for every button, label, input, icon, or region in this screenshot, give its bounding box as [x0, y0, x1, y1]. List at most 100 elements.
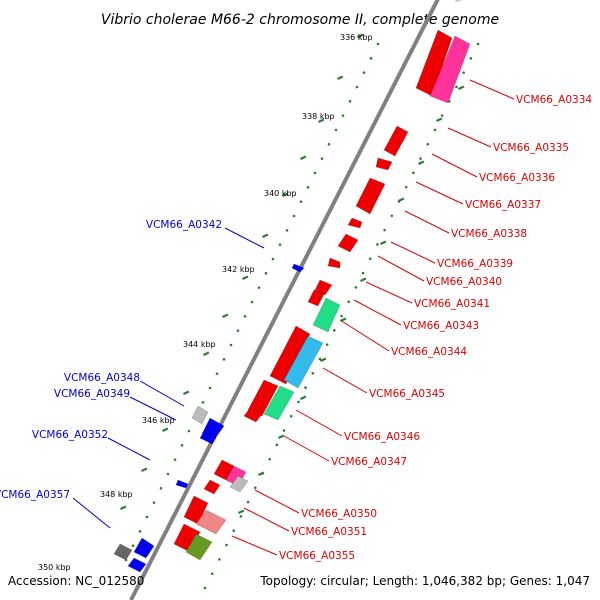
gene-label-reverse[interactable]: VCM66_A0342 [146, 219, 222, 231]
label-leader-line [224, 227, 265, 249]
gene-label-forward[interactable]: VCM66_A0341 [414, 298, 490, 310]
label-leader-line [377, 255, 425, 282]
gc-dot-left [180, 444, 184, 447]
gene-red[interactable] [314, 279, 333, 296]
gene-label-forward[interactable]: VCM66_A0350 [301, 508, 377, 520]
gene-blue[interactable] [291, 263, 305, 273]
gc-dot-left [264, 272, 268, 275]
gc-dot-right [412, 171, 415, 175]
label-leader-line [283, 435, 330, 462]
label-leader-line [390, 241, 436, 264]
gene-red[interactable] [375, 157, 393, 171]
gene-label-reverse[interactable]: VCM66_A0352 [32, 429, 108, 441]
gene-label-reverse[interactable]: VCM66_A0357 [0, 489, 70, 501]
gc-dot-left [236, 329, 240, 332]
ruler-tick [380, 240, 387, 245]
gc-dot-right [318, 357, 322, 361]
gene-red[interactable] [327, 257, 341, 269]
gene-label-forward[interactable]: VCM66_A0338 [451, 228, 527, 240]
gene-blue[interactable] [133, 537, 155, 559]
gene-red[interactable] [383, 125, 409, 157]
label-leader-line [339, 319, 390, 352]
gc-dot-left [341, 114, 345, 117]
gc-dot-right [304, 386, 307, 389]
gene-label-reverse[interactable]: VCM66_A0348 [64, 372, 140, 384]
gene-grey[interactable] [229, 475, 249, 493]
gc-dot-right [289, 414, 293, 418]
gene-blue[interactable] [175, 479, 189, 489]
gc-dot-right [225, 543, 228, 547]
gene-green[interactable] [312, 297, 341, 333]
label-leader-line [139, 380, 185, 407]
gene-red[interactable] [347, 217, 363, 229]
gene-grey[interactable] [113, 543, 133, 561]
gc-dot-left [271, 257, 275, 261]
gene-label-forward[interactable]: VCM66_A0336 [479, 172, 555, 184]
gc-dot-left [215, 372, 219, 375]
gene-blue[interactable] [199, 431, 217, 445]
gene-label-reverse[interactable]: VCM66_A0349 [54, 388, 130, 400]
ruler-label: 346 kbp [142, 416, 175, 425]
ruler-tick [162, 427, 169, 432]
gene-cyan[interactable] [283, 335, 324, 389]
ruler-label: 338 kbp [302, 112, 335, 121]
gene-label-forward[interactable]: VCM66_A0355 [279, 550, 355, 562]
gc-dot-right [469, 57, 473, 60]
gene-red[interactable] [307, 289, 325, 307]
gene-red[interactable] [243, 407, 263, 423]
gene-pink[interactable] [195, 509, 227, 535]
gene-label-forward[interactable]: VCM66_A0344 [391, 346, 467, 358]
gc-dot-left [131, 544, 135, 547]
gene-green[interactable] [263, 385, 295, 421]
ruler-tick [257, 471, 265, 476]
gene-red[interactable] [203, 479, 221, 495]
label-leader-line [404, 210, 450, 234]
gc-dot-left [355, 85, 359, 89]
gc-dot-right [383, 228, 386, 232]
ruler-tick [436, 117, 443, 122]
gene-label-forward[interactable]: VCM66_A0335 [493, 142, 569, 154]
gc-dot-left [320, 157, 324, 160]
gc-dot-right [282, 429, 286, 432]
gene-label-forward[interactable]: VCM66_A0339 [437, 258, 513, 270]
gene-red[interactable] [337, 233, 359, 253]
gc-dot-left [313, 171, 317, 175]
gc-dot-right [246, 500, 250, 504]
gc-dot-right [275, 443, 279, 447]
gene-label-forward[interactable]: VCM66_A0334 [516, 94, 592, 106]
gene-label-forward[interactable]: VCM66_A0351 [291, 526, 367, 538]
chromosome-backbone [129, 0, 440, 600]
gene-label-forward[interactable]: VCM66_A0340 [426, 276, 502, 288]
gc-dot-left [306, 186, 310, 189]
gc-dot-right [404, 185, 408, 189]
ruler-tick [300, 155, 307, 160]
gene-label-forward[interactable]: VCM66_A0345 [369, 388, 445, 400]
gc-dot-left [208, 386, 212, 390]
ruler-label: 342 kbp [222, 265, 255, 274]
gene-label-forward[interactable]: VCM66_A0347 [331, 456, 407, 468]
gene-label-forward[interactable]: VCM66_A0346 [344, 431, 420, 443]
gene-olive[interactable] [185, 533, 213, 561]
ruler-tick [318, 118, 325, 123]
gc-dot-left [334, 128, 338, 132]
ruler-tick [238, 509, 245, 514]
gc-dot-left [243, 315, 247, 318]
ruler-tick [282, 192, 289, 197]
gc-dot-left [173, 458, 177, 461]
gene-pink[interactable] [429, 35, 471, 104]
label-leader-line [72, 497, 111, 529]
gene-label-forward[interactable]: VCM66_A0337 [465, 199, 541, 211]
label-leader-line [107, 437, 151, 461]
gc-dot-right [340, 314, 343, 318]
gene-red[interactable] [269, 325, 311, 385]
label-leader-line [243, 507, 290, 532]
gene-red[interactable] [247, 379, 279, 417]
gc-dot-right [210, 572, 214, 575]
gene-label-forward[interactable]: VCM66_A0343 [403, 320, 479, 332]
gene-grey[interactable] [191, 405, 209, 425]
gene-red[interactable] [355, 177, 386, 215]
gene-blue[interactable] [127, 557, 147, 573]
label-leader-line [415, 181, 464, 205]
gc-dot-left [278, 243, 282, 246]
